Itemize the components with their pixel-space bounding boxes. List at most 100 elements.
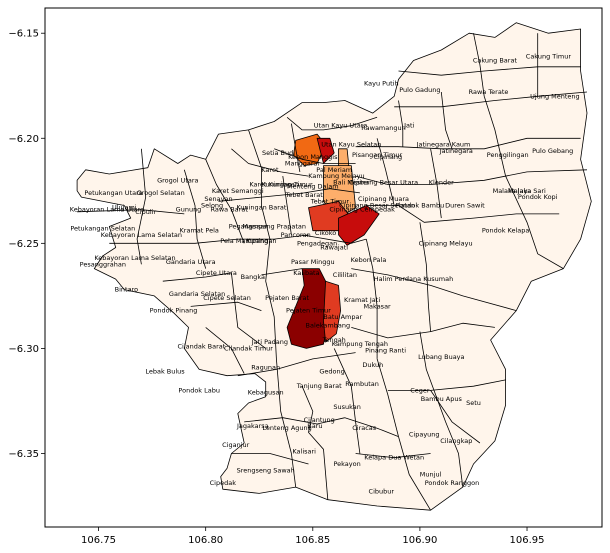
district-boundary: [440, 91, 453, 149]
district-boundary: [109, 238, 238, 244]
district-label: Jati Padang: [251, 338, 288, 346]
district-label: Bintaro: [115, 286, 138, 294]
district-boundary: [419, 331, 464, 488]
district-boundary: [333, 348, 361, 454]
district-label: Karet Kuningan: [249, 181, 299, 189]
district-label: Ciracas: [352, 424, 377, 432]
district-label: Cijantung: [304, 416, 335, 424]
district-label: Balekambang: [306, 321, 351, 329]
district-label: Kelapa Dua Wetan: [364, 454, 424, 462]
y-axis: −6.15 −6.20 −6.25 −6.30 −6.35: [8, 29, 45, 460]
district-label: Kebayoran Lama Utara: [70, 206, 145, 214]
district-label: Halim Perdana Kusumah: [374, 275, 453, 283]
x-axis: 106.75 106.80 106.85 106.90 106.95: [81, 527, 545, 546]
district-boundary: [261, 268, 303, 276]
district-boundary: [483, 96, 506, 177]
district-label: Pesanggrahan: [80, 260, 126, 268]
district-label: Ulujami: [112, 204, 137, 212]
district-label: Jatinegara Kaum: [416, 141, 471, 149]
district-label: Cipulir: [135, 208, 156, 216]
district-label: Cipinang Cempedak: [329, 206, 395, 214]
district-label: Cikoko: [315, 229, 336, 237]
x-tick-label: 106.80: [188, 535, 223, 546]
district-label: Karet: [261, 166, 279, 174]
district-boundary: [387, 379, 506, 391]
district-label: Lenteng Agung: [262, 424, 311, 432]
district-label: Cililitan: [333, 271, 357, 279]
district-boundary: [77, 209, 185, 215]
district-boundary: [302, 234, 367, 244]
district-label: Cipinang Besar Utara: [349, 178, 418, 186]
district-label: Kramat Jati: [344, 296, 380, 304]
district-label: Gedong: [319, 368, 344, 376]
district-label: Pondok Bambu: [396, 202, 445, 210]
district-label: Tebet Barat: [285, 191, 324, 199]
district-label: Lebak Bulus: [145, 368, 185, 376]
y-tick-label: −6.25: [8, 239, 39, 250]
district-label: Cipete Utara: [196, 269, 237, 277]
district-label: Pondok Kopi: [518, 193, 558, 201]
district-label: Manggarai: [285, 160, 320, 168]
district-label: Cibubur: [369, 487, 395, 495]
district-label: Petukangan Selatan: [70, 225, 135, 233]
district-label: Kalisari: [292, 447, 316, 455]
district-label: Ragunan: [251, 363, 280, 371]
district-label: Rawa Terate: [469, 88, 509, 96]
district-label: Grogol Utara: [157, 176, 198, 184]
district-label: Tebet Timur: [310, 197, 350, 205]
district-label: Kebayoran Lama Selatan: [101, 231, 182, 239]
district-label: Petukangan Utara: [84, 189, 142, 197]
district-label: Rambutan: [345, 380, 379, 388]
district-boundary: [183, 169, 207, 269]
district-label: Pondok Ranggon: [425, 479, 480, 487]
district-label: Senayan: [204, 195, 232, 203]
district-boundary: [274, 148, 356, 164]
district-label: Ujung Menteng: [530, 92, 580, 100]
district-label: Gandaria Utara: [166, 258, 216, 266]
district-label: Lubang Buaya: [418, 353, 464, 361]
district-boundary: [205, 159, 245, 244]
district-label: Utan Kayu Selatan: [321, 141, 381, 149]
district-label: Bangka: [241, 273, 265, 281]
district-boundary: [231, 272, 266, 349]
district-label: Kebon Pala: [351, 256, 387, 264]
district-label: Bambu Apus: [421, 395, 463, 403]
district-label: Setu: [466, 399, 481, 407]
district-label: Pejaten Barat: [265, 294, 309, 302]
district-label: Menteng Dalam: [287, 183, 339, 191]
district-label: Malaka Sari: [508, 187, 546, 195]
district-label: Selong: [201, 202, 223, 210]
district-label: Cilandak Timur: [224, 344, 273, 352]
district-label: Pondok Labu: [178, 386, 220, 394]
district-boundary: [344, 417, 399, 437]
district-boundaries-layer: [77, 33, 588, 511]
district-boundary: [376, 358, 431, 511]
district-label: Kuningan Barat: [236, 204, 286, 212]
district-label: Pasar Minggu: [291, 258, 335, 266]
district-boundary: [376, 138, 395, 206]
y-tick-label: −6.35: [8, 449, 39, 460]
x-tick-label: 106.75: [81, 535, 116, 546]
district-label: Bali Mester: [333, 178, 370, 186]
district-label: Kampung Melayu: [308, 172, 364, 180]
district-label: Klender: [429, 178, 454, 186]
district-label: Jati: [403, 122, 414, 130]
district-boundary: [473, 33, 485, 97]
district-label: Rawamangun: [361, 124, 405, 132]
district-label: Kalibata: [293, 269, 319, 277]
district-label: Duren Sawit: [445, 202, 485, 210]
district-label: Pondok Kelapa: [482, 227, 530, 235]
district-label: Cipayung: [409, 431, 440, 439]
district-label: Malaka Jaya: [493, 187, 532, 195]
district-boundary: [351, 268, 517, 311]
district-boundary: [419, 222, 431, 332]
district-label: Kramat Pela: [180, 227, 219, 235]
district-boundary: [218, 188, 330, 202]
district-label: Kayu Putih: [364, 80, 399, 88]
district-label: Kebagusan: [248, 389, 284, 397]
district-label: Cipinang Besar Selatan: [339, 202, 415, 210]
district-label: Kebon Manggis: [288, 153, 338, 161]
district-label: Cakung Timur: [526, 52, 572, 60]
x-tick-label: 106.90: [402, 535, 437, 546]
